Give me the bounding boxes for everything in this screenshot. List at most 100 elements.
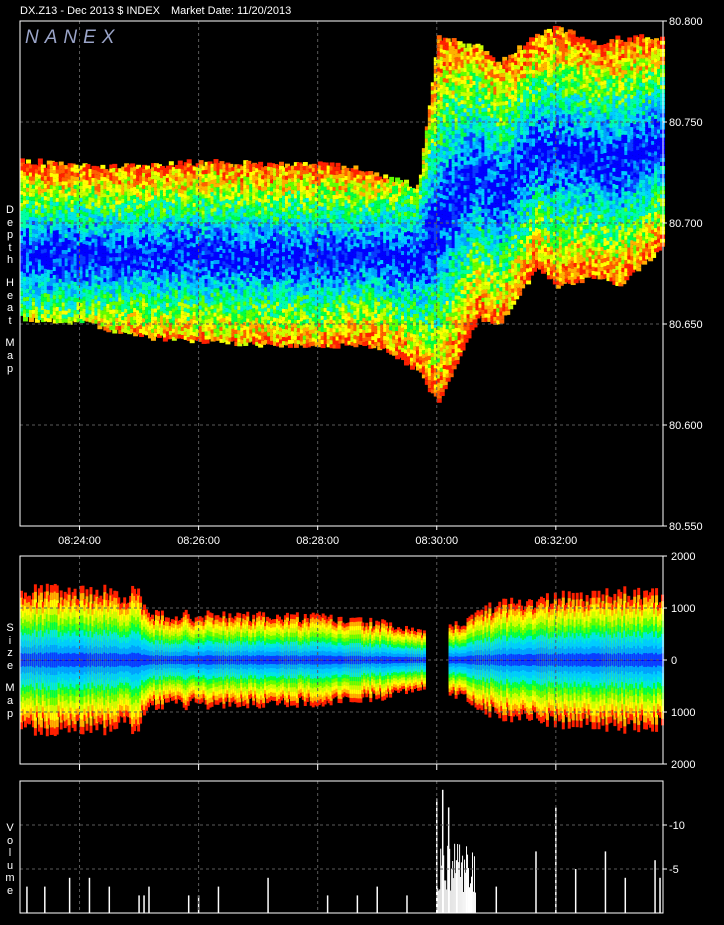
depth-heat-cell [139, 191, 145, 196]
depth-heat-cell [20, 158, 25, 163]
depth-heat-cell [249, 297, 255, 302]
depth-heat-cell [255, 208, 261, 213]
depth-heat-cell [198, 188, 204, 193]
depth-heat-cell [28, 233, 34, 238]
depth-heat-cell [183, 291, 189, 296]
depth-heat-cell [246, 269, 252, 274]
depth-heat-cell [249, 260, 255, 265]
depth-heat-cell [58, 205, 64, 210]
depth-heat-cell [112, 289, 118, 294]
depth-heat-cell [216, 219, 222, 224]
depth-heat-cell [58, 311, 64, 316]
depth-heat-cell [159, 254, 165, 259]
depth-heat-cell [43, 293, 49, 298]
depth-heat-cell [189, 335, 195, 340]
depth-heat-cell [216, 167, 222, 172]
depth-heat-cell [159, 250, 165, 255]
depth-heat-cell [237, 188, 243, 193]
depth-heat-cell [61, 237, 67, 242]
depth-heat-cell [115, 313, 121, 318]
depth-heat-cell [88, 217, 94, 222]
depth-heat-cell [216, 162, 222, 167]
depth-heat-cell [213, 300, 219, 305]
depth-heat-cell [159, 299, 165, 304]
depth-heat-cell [94, 287, 100, 292]
depth-heat-cell [130, 276, 136, 281]
depth-heat-cell [25, 268, 31, 273]
depth-heat-cell [222, 216, 228, 221]
depth-heat-cell [43, 285, 49, 290]
depth-heat-cell [258, 186, 264, 191]
depth-heat-cell [115, 253, 121, 258]
depth-heat-cell [97, 183, 103, 188]
depth-heat-cell [124, 268, 130, 273]
depth-heat-cell [165, 250, 171, 255]
depth-heat-cell [127, 249, 133, 254]
depth-heat-cell [159, 242, 165, 247]
depth-heat-cell [186, 272, 192, 277]
depth-heat-cell [198, 313, 204, 318]
depth-heat-cell [228, 180, 234, 185]
depth-heat-cell [115, 212, 121, 217]
depth-heat-cell [91, 307, 97, 312]
depth-heat-cell [70, 195, 76, 200]
depth-heat-cell [139, 215, 145, 220]
depth-heat-cell [106, 259, 112, 264]
depth-heat-cell [145, 173, 151, 178]
depth-heat-cell [258, 274, 264, 279]
depth-heat-cell [58, 214, 64, 219]
depth-heat-cell [61, 302, 67, 307]
depth-heat-cell [133, 166, 139, 171]
depth-heat-cell [118, 321, 124, 326]
depth-heat-cell [252, 207, 258, 212]
depth-heat-cell [106, 287, 112, 292]
depth-heat-cell [234, 188, 240, 193]
depth-heat-cell [198, 228, 204, 233]
depth-heat-cell [58, 262, 64, 267]
depth-heat-cell [25, 187, 31, 192]
depth-heat-cell [115, 192, 121, 197]
depth-heat-cell [70, 171, 76, 176]
depth-heat-cell [201, 230, 207, 235]
depth-heat-cell [82, 268, 88, 273]
depth-heat-cell [133, 178, 139, 183]
depth-heat-cell [153, 219, 159, 224]
depth-heat-cell [192, 259, 198, 264]
depth-heat-cell [231, 304, 237, 309]
depth-heat-cell [255, 212, 261, 217]
depth-heat-cell [34, 237, 40, 242]
depth-heat-cell [234, 317, 240, 322]
depth-heat-cell [231, 272, 237, 277]
depth-heat-cell [216, 195, 222, 200]
depth-heat-cell [186, 248, 192, 253]
depth-heat-cell [177, 237, 183, 242]
depth-heat-cell [168, 254, 174, 259]
depth-heat-cell [201, 303, 207, 308]
depth-heat-cell [207, 238, 213, 243]
depth-heat-cell [109, 249, 115, 254]
depth-heat-cell [320, 344, 326, 349]
depth-heat-cell [115, 188, 121, 193]
depth-heat-cell [121, 202, 127, 207]
depth-heat-cell [115, 297, 121, 302]
depth-heat-cell [112, 309, 118, 314]
depth-heat-cell [100, 189, 106, 194]
depth-heat-cell [25, 203, 31, 208]
depth-heat-cell [213, 280, 219, 285]
depth-heat-cell [37, 267, 43, 272]
depth-heat-cell [243, 297, 249, 302]
depth-heat-cell [118, 188, 124, 193]
depth-heat-cell [31, 200, 37, 205]
depth-heat-cell [225, 194, 231, 199]
depth-heat-cell [249, 184, 255, 189]
depth-heat-cell [249, 321, 255, 326]
depth-heat-cell [168, 334, 174, 339]
depth-heat-cell [106, 243, 112, 248]
depth-heat-cell [22, 317, 28, 322]
depth-heat-cell [136, 294, 142, 299]
depth-heat-cell [58, 246, 64, 251]
depth-heat-cell [112, 212, 118, 217]
depth-heat-cell [20, 267, 25, 272]
depth-heat-cell [213, 288, 219, 293]
depth-heat-cell [106, 279, 112, 284]
